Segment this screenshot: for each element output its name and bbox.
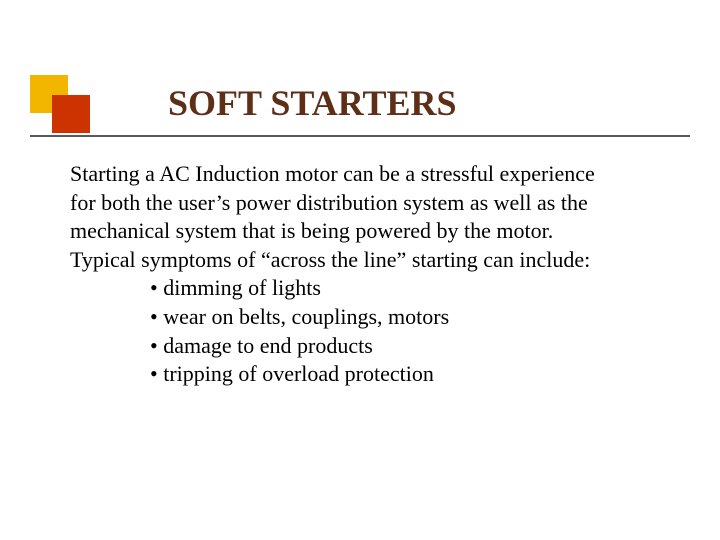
body-text: Starting a AC Induction motor can be a s… <box>70 160 660 389</box>
accent-square-red <box>52 95 90 133</box>
bullet-text: tripping of overload protection <box>163 361 434 386</box>
paragraph-line: Starting a AC Induction motor can be a s… <box>70 160 660 189</box>
title-underline <box>30 135 690 137</box>
paragraph-line: Typical symptoms of “across the line” st… <box>70 246 660 275</box>
bullet-item: • tripping of overload protection <box>150 360 660 389</box>
bullet-text: wear on belts, couplings, motors <box>163 304 449 329</box>
bullet-marker: • <box>150 304 163 329</box>
bullet-item: • damage to end products <box>150 332 660 361</box>
bullet-item: • wear on belts, couplings, motors <box>150 303 660 332</box>
bullet-text: damage to end products <box>163 333 373 358</box>
bullet-marker: • <box>150 275 163 300</box>
bullet-list: • dimming of lights• wear on belts, coup… <box>150 274 660 388</box>
bullet-marker: • <box>150 333 163 358</box>
bullet-marker: • <box>150 361 163 386</box>
paragraph-line: for both the user’s power distribution s… <box>70 189 660 218</box>
bullet-text: dimming of lights <box>163 275 321 300</box>
paragraph-line: mechanical system that is being powered … <box>70 217 660 246</box>
bullet-item: • dimming of lights <box>150 274 660 303</box>
slide: SOFT STARTERS Starting a AC Induction mo… <box>0 0 720 540</box>
slide-title: SOFT STARTERS <box>168 82 457 124</box>
intro-paragraph: Starting a AC Induction motor can be a s… <box>70 160 660 274</box>
